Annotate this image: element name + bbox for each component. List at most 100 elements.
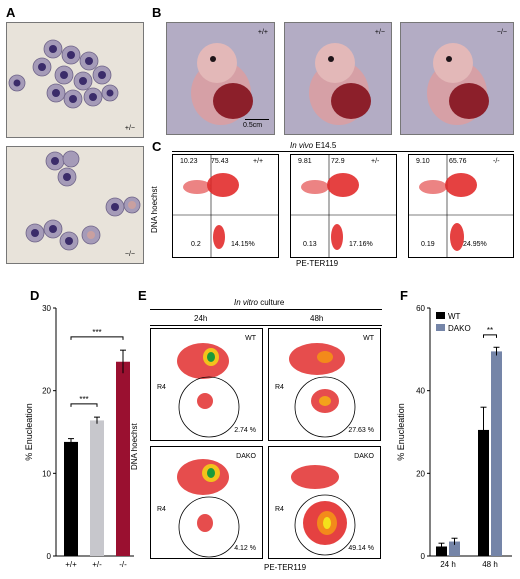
smear-photo-knockout: −/− (6, 146, 144, 264)
bar (64, 441, 78, 556)
panel-c-header-rule (172, 151, 514, 152)
panel-letter-f: F (400, 288, 408, 303)
panel-c-header: In vivo E14.5 (290, 141, 336, 150)
gate-pct: 27.63 % (348, 427, 374, 434)
x-tick-label: -/- (119, 560, 127, 569)
embryo-shape-het (309, 43, 371, 125)
panel-c-header-italic: In vivo (290, 141, 314, 150)
legend-swatch (436, 312, 445, 319)
panel-e-col-24h: 24h (194, 314, 208, 323)
smear-label-top: +/− (124, 125, 135, 132)
bar (90, 420, 104, 556)
panel-e-xlabel: PE-TER119 (264, 563, 307, 572)
flow-dots-e-wt-24h (177, 343, 240, 438)
panel-letter-d: D (30, 288, 40, 303)
genotype-label: +/+ (253, 158, 264, 165)
x-tick-label: 24 h (440, 560, 456, 569)
flow-dots-e-dako-48h (291, 465, 356, 556)
embryo-shape-ko (427, 43, 489, 125)
legend-label: DAKO (448, 324, 471, 333)
gate-pct: 4.12 % (234, 545, 256, 552)
legend-swatch (436, 324, 445, 331)
genotype-label: +/- (371, 158, 380, 165)
bar (449, 541, 460, 556)
embryo-photo-wt: +/+ 0.5cm (166, 22, 275, 135)
panel-e-header-rule (150, 309, 382, 310)
flow-label: WT (245, 335, 256, 342)
panel-e-col-rule (150, 325, 382, 326)
flow-dots-c-wt (173, 155, 278, 257)
scale-bar-label: 0.5cm (243, 122, 263, 129)
panel-e-header-rest: culture (260, 298, 285, 307)
panel-e-header-italic: In vitro (234, 298, 259, 307)
gate-label: R4 (275, 384, 284, 391)
panel-c-ylabel: DNA hoechst (150, 186, 159, 233)
smear-photo-heterozygous: +/− (6, 22, 144, 138)
significance-label: ** (487, 326, 493, 335)
significance-bracket (483, 334, 497, 338)
q-ur: 65.76 (449, 158, 467, 165)
significance-label: *** (79, 395, 88, 404)
panel-letter-a: A (6, 5, 16, 20)
y-tick-label: 40 (416, 387, 425, 396)
smear-cells-top (8, 39, 119, 109)
panel-c-xlabel: PE-TER119 (296, 259, 339, 268)
flow-plot-c-ko: 9.10 65.76 -/- 0.19 24.95% (408, 154, 514, 258)
flow-dots-e-dako-24h (177, 459, 240, 558)
bar (436, 546, 447, 556)
flow-plot-e-dako-48h: DAKO R4 49.14 % (268, 446, 381, 559)
gate-label: R4 (275, 506, 284, 513)
q-lr: 17.16% (349, 241, 373, 248)
x-tick-label: 48 h (482, 560, 498, 569)
embryo-photo-het: +/− (284, 22, 392, 135)
chart-d: 0 10 20 30 % Enucleation +/+ +/- -/- *** *** (24, 304, 134, 569)
q-ul: 9.10 (416, 158, 430, 165)
y-tick-label: 20 (416, 469, 425, 478)
q-lr: 14.15% (231, 241, 255, 248)
q-ll: 0.19 (421, 241, 435, 248)
bar (116, 361, 130, 556)
y-tick-label: 0 (47, 552, 52, 561)
flow-label: WT (363, 335, 374, 342)
embryo-label-ko: −/− (496, 29, 507, 36)
embryo-shape-wt (191, 43, 253, 125)
y-tick-label: 10 (42, 469, 51, 478)
smear-cells-bottom (25, 150, 141, 251)
y-tick-label: 60 (416, 304, 425, 313)
flow-plot-c-wt: 10.23 75.43 +/+ 0.2 14.15% (172, 154, 279, 258)
flow-dots-c-het (291, 155, 396, 257)
panel-e-ylabel: DNA hoechst (130, 423, 139, 470)
embryo-label-het: +/− (374, 29, 385, 36)
q-ul: 10.23 (180, 158, 198, 165)
panel-e-col-48h: 48h (310, 314, 324, 323)
panel-c-header-rest: E14.5 (315, 141, 337, 150)
y-tick-label: 20 (42, 387, 51, 396)
flow-dots-e-wt-48h (289, 343, 356, 438)
legend-label: WT (448, 312, 461, 321)
bar (491, 351, 502, 556)
q-ur: 75.43 (211, 158, 229, 165)
y-tick-label: 0 (421, 552, 426, 561)
q-lr: 24.95% (463, 241, 487, 248)
panel-e-header: In vitro culture (234, 298, 284, 307)
significance-label: *** (92, 328, 101, 337)
gate-pct: 2.74 % (234, 427, 256, 434)
panel-letter-c: C (152, 139, 162, 154)
significance-bracket (70, 336, 124, 340)
embryo-photo-ko: −/− (400, 22, 514, 135)
flow-dots-c-ko (409, 155, 513, 257)
y-axis-label: % Enucleation (24, 403, 34, 461)
gate-label: R4 (157, 384, 166, 391)
y-axis-label: % Enucleation (396, 403, 406, 461)
flow-plot-e-dako-24h: DAKO R4 4.12 % (150, 446, 263, 559)
flow-label: DAKO (236, 453, 256, 460)
bar (478, 429, 489, 556)
flow-plot-e-wt-48h: WT R4 27.63 % (268, 328, 381, 441)
gate-pct: 49.14 % (348, 545, 374, 552)
embryo-label-wt: +/+ (257, 29, 268, 36)
q-ur: 72.9 (331, 158, 345, 165)
y-tick-label: 30 (42, 304, 51, 313)
chart-f: 0 20 40 60 % Enucleation 24 h 48 h WT DAKO ** (396, 304, 512, 569)
panel-letter-b: B (152, 5, 162, 20)
x-tick-label: +/- (92, 560, 102, 569)
